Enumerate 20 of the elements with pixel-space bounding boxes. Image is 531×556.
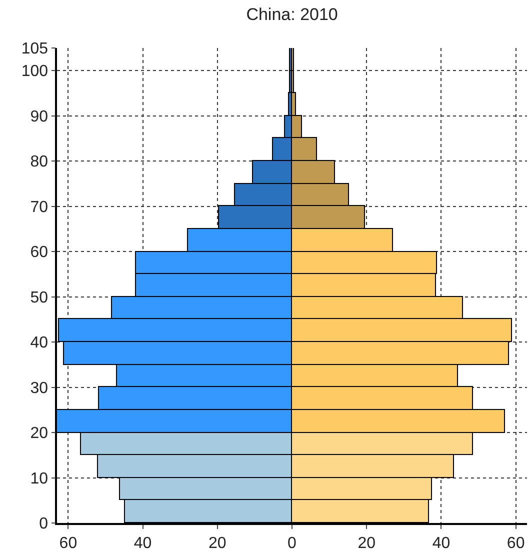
y-tick-label: 50 [30,289,48,306]
y-tick-label: 90 [30,108,48,126]
x-tick-label: 60 [59,534,78,552]
y-tick-label: 30 [30,380,48,397]
y-tick-label: 100 [21,63,48,80]
x-tick-label: 60 [506,534,525,552]
y-tick-label: 105 [21,40,48,58]
y-tick-label: 0 [39,516,48,533]
x-tick-label: 40 [432,534,450,552]
y-tick-label: 40 [30,334,48,352]
y-tick-label: 60 [30,244,48,262]
y-tick-label: 70 [30,198,48,216]
x-tick-label: 0 [288,534,297,552]
x-tick-label: 40 [134,534,152,552]
x-tick-label: 20 [208,534,226,552]
chart-title: China: 2010 [246,5,338,24]
y-tick-label: 20 [30,425,48,442]
x-tick-label: 20 [358,534,376,552]
y-tick-label: 80 [30,154,48,171]
y-tick-label: 10 [30,470,48,488]
